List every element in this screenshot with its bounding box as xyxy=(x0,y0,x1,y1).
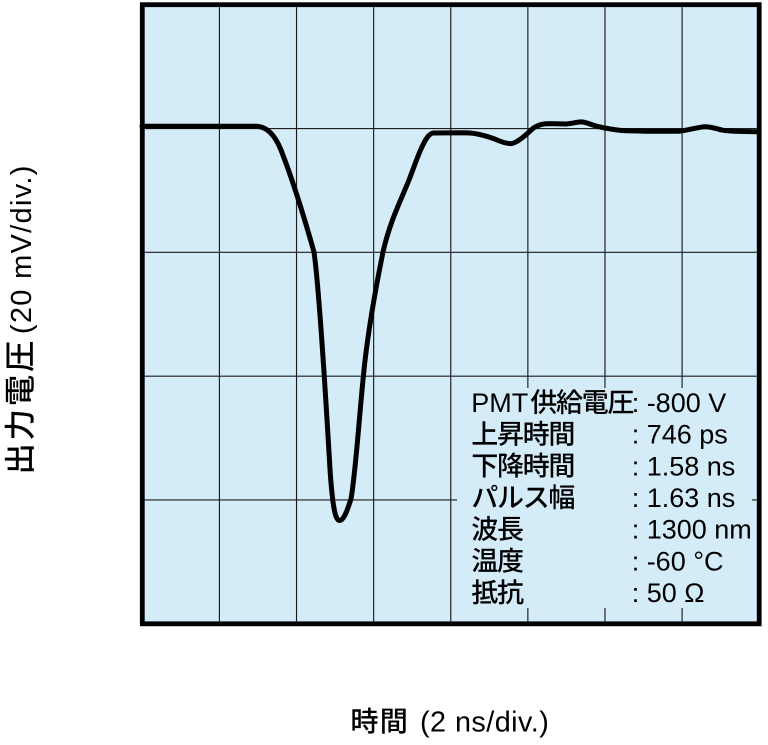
svg-text:(2 ns/div.): (2 ns/div.) xyxy=(420,706,549,738)
svg-text:: -800 V: : -800 V xyxy=(632,388,727,418)
svg-text:(20 mV/div.): (20 mV/div.) xyxy=(6,164,38,334)
svg-text:: 746 ps: : 746 ps xyxy=(632,420,728,450)
svg-text:: -60 °C: : -60 °C xyxy=(632,546,724,576)
svg-text:: 1.58 ns: : 1.58 ns xyxy=(632,451,736,481)
svg-text:: 1.63 ns: : 1.63 ns xyxy=(632,483,736,513)
svg-text:: 50 Ω: : 50 Ω xyxy=(632,578,705,608)
svg-text:PMT: PMT xyxy=(471,388,528,418)
svg-text:: 1300 nm: : 1300 nm xyxy=(632,515,752,545)
